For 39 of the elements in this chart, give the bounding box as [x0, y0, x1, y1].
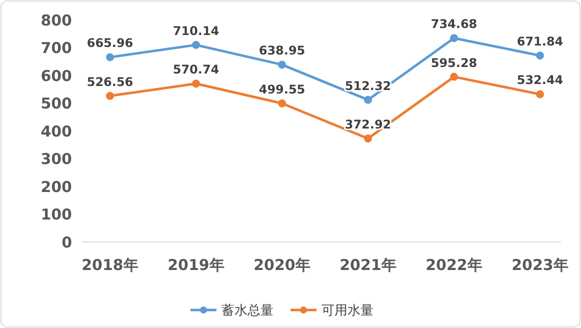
y-tick-label: 0 [62, 233, 72, 252]
legend-label: 可用水量 [322, 304, 374, 319]
point [364, 134, 372, 143]
point [278, 99, 286, 108]
x-tick-label: 2019年 [168, 256, 224, 274]
x-tick-label: 2023年 [512, 256, 568, 274]
data-label: 499.55 [258, 82, 306, 96]
point [450, 34, 458, 42]
data-label: 526.56 [86, 74, 134, 89]
x-tick-label: 2022年 [426, 256, 482, 274]
data-label: 734.68 [430, 17, 478, 32]
y-tick-label: 700 [40, 39, 72, 57]
data-label: 532.44 [516, 73, 564, 88]
point [106, 92, 114, 100]
y-tick-label: 100 [40, 206, 72, 224]
data-label: 595.28 [430, 56, 478, 70]
y-tick-label: 300 [40, 150, 72, 168]
x-tick-label: 2020年 [254, 256, 310, 274]
x-tick-label: 2021年 [340, 256, 396, 274]
data-label: 638.95 [258, 44, 306, 58]
point [364, 96, 372, 104]
point [106, 53, 114, 62]
x-tick-label: 2018年 [82, 256, 138, 274]
point [536, 52, 544, 60]
y-tick-label: 500 [40, 94, 72, 112]
y-tick-label: 600 [40, 66, 72, 85]
point [278, 60, 286, 69]
y-tick-label: 200 [40, 178, 72, 196]
data-label: 671.84 [516, 34, 564, 49]
point [192, 40, 200, 49]
point [536, 90, 544, 98]
y-tick-label: 400 [40, 122, 72, 140]
data-label: 710.14 [172, 24, 220, 38]
data-label: 665.96 [86, 36, 134, 50]
point [192, 80, 200, 88]
legend-label: 蓄水总量 [222, 304, 274, 319]
y-tick-label: 800 [40, 11, 72, 30]
point [450, 72, 458, 81]
data-label: 570.74 [172, 62, 220, 77]
